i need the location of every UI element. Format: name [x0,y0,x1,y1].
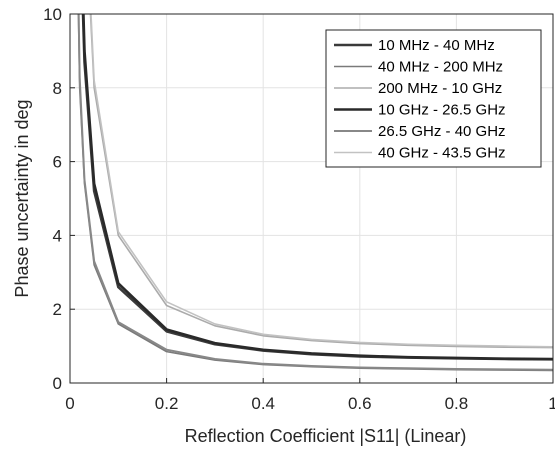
series-line-6 [90,14,553,348]
plot-frame [69,13,554,384]
legend-box [325,29,542,168]
legend-entry: 10 MHz - 40 MHz [378,37,495,54]
y-tick-label: 6 [53,153,62,172]
y-tick-label: 0 [53,374,62,393]
y-tick-label: 8 [53,79,62,98]
x-tick-label: 1 [548,394,555,413]
x-tick-label: 0.8 [445,394,469,413]
x-tick-label: 0 [65,394,74,413]
y-axis-ticks: 0 2 4 6 8 10 [43,5,75,393]
legend-entry: 26.5 GHz - 40 GHz [378,123,506,140]
series-line-3 [89,14,553,349]
x-tick-label: 0.6 [348,394,372,413]
y-axis-label: Phase uncertainty in deg [12,99,32,297]
y-tick-label: 10 [43,5,62,24]
series-group [77,14,553,372]
series-line-5 [77,14,553,371]
legend-entry: 40 MHz - 200 MHz [378,59,503,76]
legend-entry: 200 MHz - 10 GHz [378,80,502,97]
x-tick-label: 0.2 [155,394,179,413]
x-axis-label: Reflection Coefficient |S11| (Linear) [185,426,467,446]
legend-entry: 10 GHz - 26.5 GHz [378,102,506,119]
y-tick-label: 2 [53,300,62,319]
legend-entry: 40 GHz - 43.5 GHz [378,145,506,162]
legend: 10 MHz - 40 MHz 40 MHz - 200 MHz 200 MHz -… [325,29,542,168]
x-axis-ticks: 0 0.2 0.4 0.6 0.8 1 [65,378,555,413]
y-tick-label: 4 [53,226,62,245]
x-tick-label: 0.4 [251,394,275,413]
series-line-4 [82,14,553,361]
